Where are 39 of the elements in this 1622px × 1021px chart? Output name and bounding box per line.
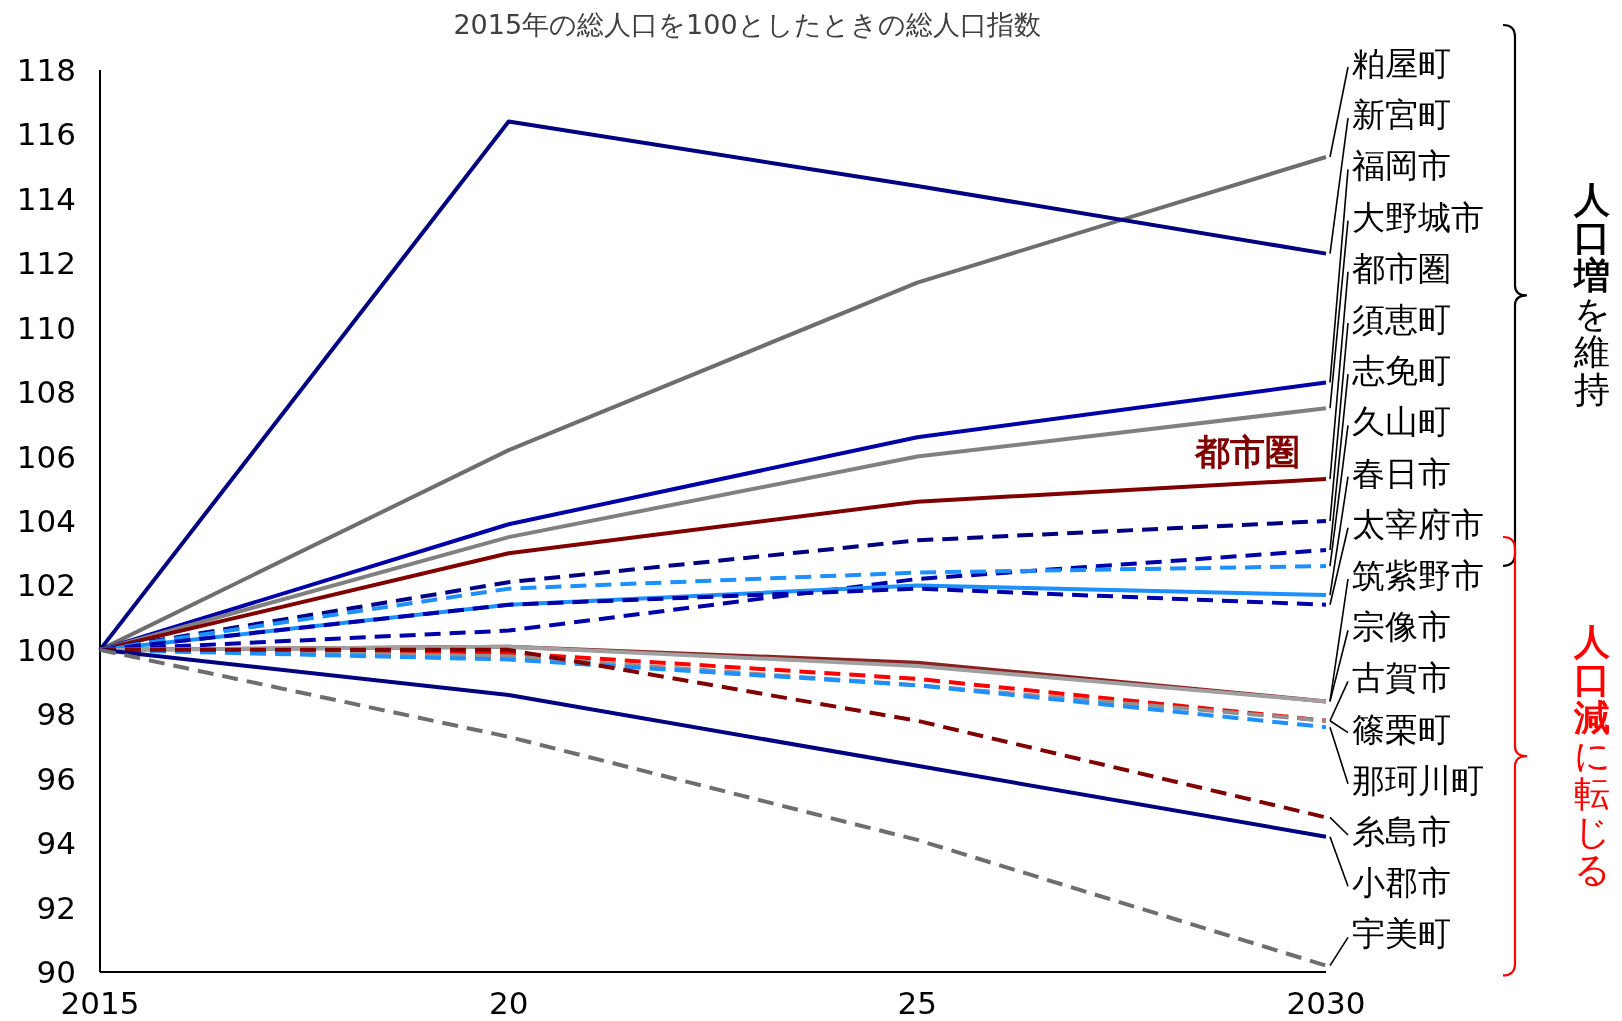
x-tick-label: 20 bbox=[488, 985, 529, 1021]
y-tick-label: 108 bbox=[16, 374, 76, 411]
y-tick-label: 112 bbox=[16, 245, 76, 282]
series-label: 那珂川町 bbox=[1352, 760, 1484, 800]
y-tick-label: 100 bbox=[16, 631, 76, 668]
y-tick-label: 114 bbox=[16, 180, 76, 217]
text: 太宰府市 bbox=[1352, 504, 1484, 544]
y-tick-label: 106 bbox=[16, 438, 76, 475]
x-tick-label: 25 bbox=[897, 985, 938, 1021]
text: 新宮町 bbox=[1352, 95, 1451, 135]
y-tick-label: 92 bbox=[36, 889, 76, 926]
text: 大野城市 bbox=[1352, 197, 1484, 237]
text: 人口減に転じる bbox=[1573, 621, 1611, 891]
y-tick-label: 102 bbox=[16, 567, 76, 604]
series-label: 宗像市 bbox=[1352, 607, 1451, 647]
y-tick-label: 98 bbox=[36, 696, 76, 733]
y-tick-label: 118 bbox=[16, 52, 76, 88]
text: 福岡市 bbox=[1352, 146, 1451, 186]
text: 粕屋町 bbox=[1352, 44, 1451, 83]
y-tick-label: 110 bbox=[16, 309, 76, 346]
y-tick-label: 96 bbox=[36, 760, 76, 797]
text: 志免町 bbox=[1352, 351, 1451, 391]
series-label: 小郡市 bbox=[1352, 863, 1451, 903]
annotation: 都市圏 bbox=[1193, 432, 1300, 472]
text: 春日市 bbox=[1352, 453, 1451, 493]
text: 人口増を維持 bbox=[1572, 179, 1611, 411]
x-tick-label: 2030 bbox=[1286, 985, 1366, 1021]
text: 須恵町 bbox=[1352, 300, 1451, 339]
y-tick-label: 104 bbox=[16, 503, 76, 539]
y-tick-label: 94 bbox=[36, 825, 76, 862]
series-label: 篠栗町 bbox=[1352, 709, 1451, 749]
series-label: 糸島市 bbox=[1352, 812, 1451, 851]
chart-title: 2015年の総人口を100としたときの総人口指数 bbox=[453, 9, 1041, 40]
text: 筑紫野市 bbox=[1352, 556, 1484, 595]
y-tick-label: 116 bbox=[16, 116, 76, 153]
series-label: 古賀市 bbox=[1352, 658, 1451, 698]
text: 都市圏 bbox=[1352, 248, 1451, 288]
text: 久山町 bbox=[1352, 402, 1451, 442]
series-label: 宇美町 bbox=[1352, 914, 1451, 954]
